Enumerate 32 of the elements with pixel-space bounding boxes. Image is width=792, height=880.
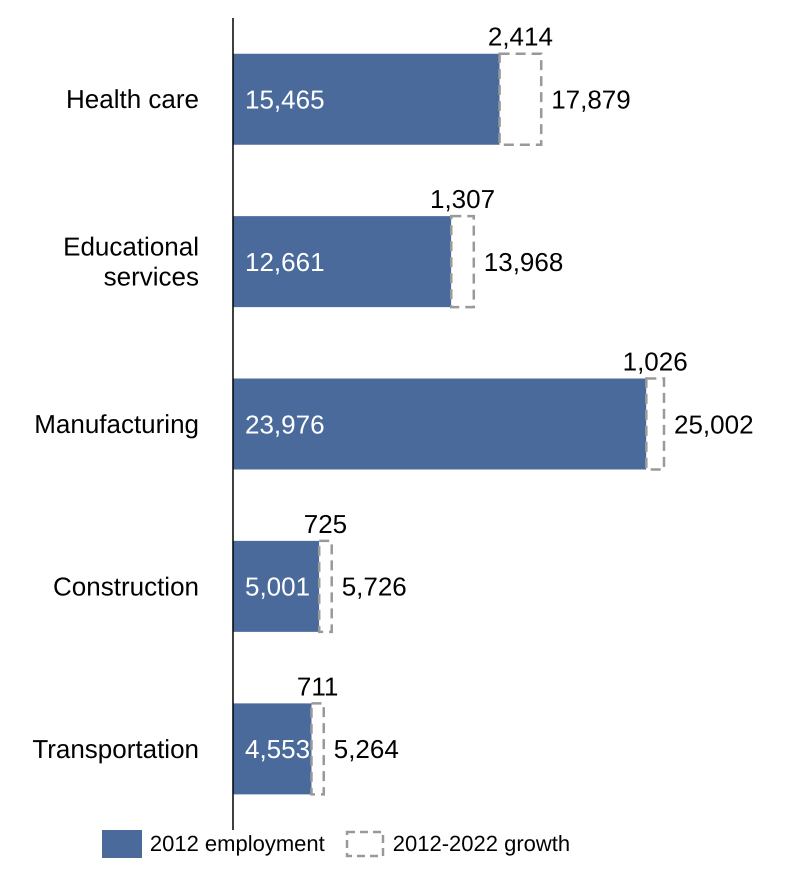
- y-tick-label: Educational services: [63, 232, 199, 292]
- bar: [645, 377, 666, 471]
- bar: [498, 52, 542, 146]
- bar: [233, 378, 646, 470]
- legend-label: 2012-2022 growth: [392, 831, 570, 857]
- data-label: 12,661: [245, 246, 325, 277]
- data-label: 711: [296, 671, 338, 702]
- data-label: 15,465: [245, 84, 325, 114]
- data-label: 1,026: [622, 346, 688, 377]
- total-label: 13,968: [484, 246, 564, 277]
- total-label: 25,002: [674, 409, 754, 440]
- total-label: 5,264: [334, 734, 399, 764]
- total-label: 17,879: [551, 84, 631, 114]
- data-label: 1,307: [430, 184, 496, 214]
- data-label: 725: [304, 508, 348, 539]
- bar: [310, 702, 325, 796]
- y-tick-label: Transportation: [32, 734, 199, 764]
- data-label: 4,553: [245, 734, 310, 764]
- y-tick-label: Manufacturing: [34, 409, 199, 439]
- bar: [450, 214, 476, 308]
- bar: [318, 540, 333, 634]
- bar: [233, 703, 312, 794]
- bar: [233, 540, 320, 632]
- y-tick-label: Construction: [53, 571, 199, 602]
- y-tick-label: Health care: [66, 84, 199, 114]
- data-label: 2,414: [488, 22, 553, 52]
- data-label: 5,001: [245, 572, 310, 602]
- data-label: 23,976: [245, 409, 325, 440]
- legend-label: 2012 employment: [150, 831, 325, 857]
- bar: [233, 54, 500, 145]
- total-label: 5,726: [342, 572, 407, 602]
- bar: [233, 216, 452, 308]
